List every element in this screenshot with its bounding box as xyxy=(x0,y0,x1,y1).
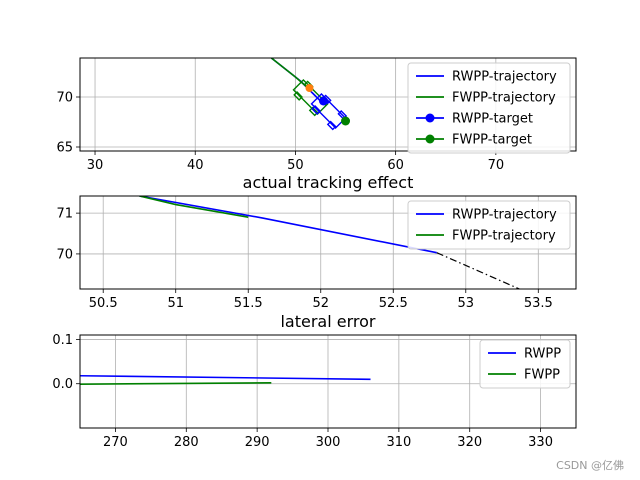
reference-path-line xyxy=(436,252,520,289)
series-line-rwpp-trajectory xyxy=(139,196,437,254)
subplot-title: actual tracking effect xyxy=(243,173,414,192)
legend: RWPP-trajectory FWPP-trajectory RWPP-targe… xyxy=(407,62,571,154)
x-tick-label: 60 xyxy=(387,158,404,173)
x-tick-label: 70 xyxy=(488,158,505,173)
vehicle-wheel xyxy=(308,106,319,117)
legend-label: FWPP-trajectory xyxy=(452,91,556,106)
y-tick-label: 65 xyxy=(56,141,73,156)
y-tick-label: 70 xyxy=(56,91,73,106)
y-tick-label: 0.1 xyxy=(52,333,73,348)
x-tick-label: 330 xyxy=(528,435,553,450)
vehicle-wheel xyxy=(293,91,303,101)
vehicle-wheel xyxy=(326,120,337,131)
legend-label: FWPP xyxy=(524,368,560,383)
vehicle-wheel xyxy=(311,105,322,115)
x-tick-label: 290 xyxy=(245,435,270,450)
x-tick-label: 53 xyxy=(458,296,475,311)
vehicle-body xyxy=(310,93,347,129)
series-line-fwpp-trajectory xyxy=(270,58,312,92)
x-tick-label: 51 xyxy=(167,296,184,311)
vehicle-body xyxy=(292,79,329,115)
x-tick-label: 270 xyxy=(103,435,128,450)
legend-box xyxy=(407,200,571,250)
legend-marker xyxy=(425,134,435,144)
subplot-trajectory-overview: 30 40 50 60 70 65 70 RWPP-trajectory FWPP-traje… xyxy=(56,57,577,173)
current-position-marker xyxy=(305,84,314,92)
x-tick-label: 53.5 xyxy=(524,296,553,311)
series-line-fwpp xyxy=(80,382,272,385)
axes-frame xyxy=(79,57,577,152)
y-tick-label: 0.0 xyxy=(52,377,73,392)
legend-label: FWPP-target xyxy=(452,133,532,148)
series-line-fwpp-trajectory xyxy=(139,196,249,218)
subplot-actual-tracking-effect: 50.5 51 51.5 52 52.5 53 53.5 70 71 RWPP-trajecto… xyxy=(56,195,577,311)
legend: RWPP-trajectory FWPP-trajectory xyxy=(407,200,571,250)
legend-box xyxy=(479,339,571,389)
x-tick-label: 50 xyxy=(287,158,304,173)
legend-label: RWPP xyxy=(524,347,561,362)
x-tick-label: 51.5 xyxy=(234,296,263,311)
x-tick-label: 30 xyxy=(87,158,104,173)
legend: RWPP FWPP xyxy=(479,339,571,389)
x-tick-label: 320 xyxy=(457,435,482,450)
y-tick-label: 71 xyxy=(56,207,73,222)
legend-box xyxy=(407,62,571,154)
x-tick-label: 310 xyxy=(386,435,411,450)
axes-frame xyxy=(79,195,577,290)
legend-label: RWPP-trajectory xyxy=(452,208,557,223)
x-tick-label: 300 xyxy=(316,435,341,450)
watermark: CSDN @亿佛 xyxy=(556,459,624,472)
x-tick-label: 52.5 xyxy=(379,296,408,311)
subplot-title: lateral error xyxy=(280,312,375,331)
x-tick-label: 52 xyxy=(312,296,329,311)
target-point-fwpp-target xyxy=(341,116,351,126)
subplot-lateral-error: 270 280 290 300 310 320 330 0.0 0.1 RWPP FWPP xyxy=(52,333,577,450)
legend-label: RWPP-trajectory xyxy=(452,70,557,85)
series-line-rwpp xyxy=(80,374,371,381)
legend-marker xyxy=(425,113,435,123)
legend-label: FWPP-trajectory xyxy=(452,229,556,244)
target-point-rwpp-target xyxy=(318,96,328,106)
x-tick-label: 40 xyxy=(187,158,204,173)
x-tick-label: 280 xyxy=(174,435,199,450)
x-tick-label: 50.5 xyxy=(89,296,118,311)
vehicle-outline xyxy=(310,93,348,131)
y-tick-label: 70 xyxy=(56,247,73,262)
legend-label: RWPP-target xyxy=(452,112,533,127)
